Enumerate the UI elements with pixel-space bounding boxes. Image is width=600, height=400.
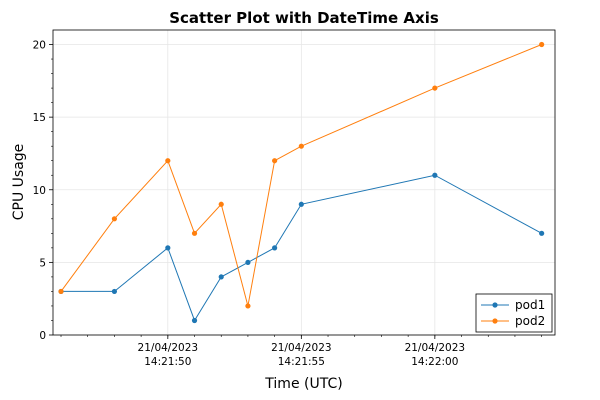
data-point-pod2 bbox=[191, 230, 198, 236]
data-point-pod2 bbox=[432, 85, 438, 91]
legend-box bbox=[475, 293, 553, 333]
y-tick-label: 10 bbox=[33, 185, 46, 197]
legend-label-pod2: pod2 bbox=[515, 314, 545, 328]
data-point-pod2 bbox=[245, 303, 251, 309]
data-point-pod1 bbox=[111, 288, 118, 295]
data-point-pod1 bbox=[298, 201, 304, 207]
series-layer bbox=[58, 41, 545, 324]
plot-frame bbox=[52, 29, 556, 336]
legend-label-pod1: pod1 bbox=[515, 298, 545, 312]
y-axis-label: CPU Usage bbox=[11, 144, 27, 221]
legend: pod1 pod2 bbox=[475, 293, 553, 333]
data-point-pod2 bbox=[58, 288, 64, 295]
x-tick-label-time: 14:22:00 bbox=[411, 356, 458, 368]
data-point-pod2 bbox=[539, 41, 545, 48]
x-tick-label-time: 14:21:55 bbox=[278, 356, 325, 368]
chart-title: Scatter Plot with DateTime Axis bbox=[169, 9, 439, 27]
x-axis-ticks: 21/04/2023 14:21:50 21/04/2023 14:21:55 21/0… bbox=[60, 335, 542, 368]
data-point-pod1 bbox=[245, 259, 251, 265]
x-axis-label: Time (UTC) bbox=[264, 376, 342, 392]
data-point-pod1 bbox=[539, 230, 545, 236]
data-point-pod2 bbox=[165, 158, 171, 164]
data-point-pod1 bbox=[432, 172, 438, 178]
legend-marker-pod2 bbox=[492, 318, 498, 324]
data-point-pod2 bbox=[111, 216, 118, 222]
series-line-pod2 bbox=[60, 44, 542, 307]
y-axis-ticks: 0 5 10 15 20 bbox=[33, 40, 53, 342]
legend-marker-pod1 bbox=[492, 302, 498, 308]
series-line-pod1 bbox=[61, 174, 542, 322]
x-tick-label-date: 21/04/2023 bbox=[405, 342, 466, 354]
y-tick-label: 0 bbox=[39, 330, 46, 342]
x-tick-label-time: 14:21:50 bbox=[144, 356, 191, 368]
data-point-pod1 bbox=[272, 245, 278, 251]
x-tick-label-date: 21/04/2023 bbox=[138, 342, 199, 354]
data-point-pod1 bbox=[165, 245, 171, 251]
data-point-pod1 bbox=[191, 317, 198, 324]
data-point-pod1 bbox=[218, 274, 224, 280]
data-point-pod2 bbox=[272, 158, 278, 164]
grid bbox=[53, 30, 555, 336]
x-tick-label-date: 21/04/2023 bbox=[271, 342, 332, 354]
data-point-pod2 bbox=[298, 143, 304, 149]
y-tick-label: 5 bbox=[39, 257, 46, 269]
data-point-pod2 bbox=[218, 201, 224, 207]
y-tick-label: 15 bbox=[33, 112, 46, 124]
y-tick-label: 20 bbox=[33, 40, 46, 52]
